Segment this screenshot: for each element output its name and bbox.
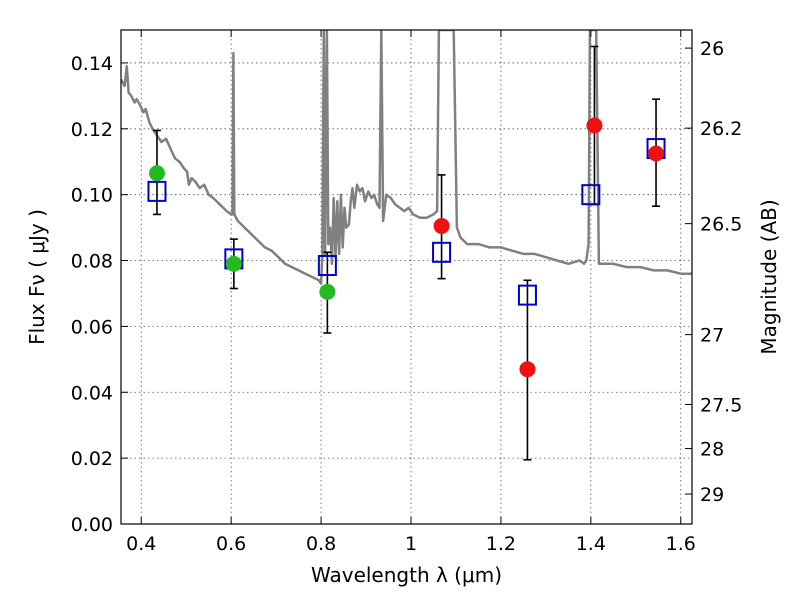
y-tick-label: 0.12 <box>71 119 113 141</box>
x-tick-label: 0.6 <box>216 533 246 555</box>
x-tick-label: 1.6 <box>666 533 696 555</box>
errorbar-layer <box>152 45 661 461</box>
y-tick-label: 0.04 <box>71 382 113 404</box>
y2-tick-label: 29 <box>700 484 724 506</box>
x-tick-label: 0.4 <box>126 533 156 555</box>
y-axis-label: Flux Fν ( μJy ) <box>25 209 49 345</box>
model-square-marker <box>147 180 167 202</box>
red-data-point <box>519 361 536 378</box>
y2-tick-label: 26 <box>700 38 724 60</box>
green-data-point <box>225 255 242 272</box>
y-tick-label: 0.06 <box>71 316 113 338</box>
model-square-marker <box>517 284 537 306</box>
x-tick-label: 0.8 <box>306 533 336 555</box>
red-data-point <box>433 217 450 234</box>
y-tick-label: 0.08 <box>71 251 113 273</box>
y-tick-label: 0.00 <box>71 514 113 536</box>
y2-tick-label: 26.2 <box>700 118 742 140</box>
y-tick-label: 0.10 <box>71 185 113 207</box>
y2-tick-label: 26.5 <box>700 214 742 236</box>
x-tick-label: 1 <box>405 533 417 555</box>
green-data-point <box>319 283 336 300</box>
model-square-marker <box>317 254 337 276</box>
plot-frame <box>120 29 693 525</box>
y2-axis-label: Magnitude (AB) <box>757 199 781 354</box>
model-square-marker <box>581 184 601 206</box>
model-square-marker <box>432 241 452 263</box>
y-tick-label: 0.02 <box>71 448 113 470</box>
x-axis-label: Wavelength λ (μm) <box>311 563 502 587</box>
green-data-point <box>148 165 165 182</box>
y2-tick-label: 28 <box>700 439 724 461</box>
y2-tick-label: 27.5 <box>700 394 742 416</box>
y2-tick-label: 27 <box>700 325 724 347</box>
tick-layer: 0.4 0.6 0.8 1 1.2 1.4 1.6 0.00 0.02 0.04 0.06 0.08 0… <box>71 30 742 555</box>
x-tick-label: 1.2 <box>486 533 516 555</box>
y-tick-label: 0.14 <box>71 53 113 75</box>
marker-layer <box>147 117 666 378</box>
model-spectrum-line <box>121 30 692 285</box>
x-tick-label: 1.4 <box>576 533 606 555</box>
model-spectrum-layer <box>121 30 692 285</box>
grid <box>121 30 692 525</box>
red-data-point <box>648 145 665 162</box>
red-data-point <box>586 117 603 134</box>
